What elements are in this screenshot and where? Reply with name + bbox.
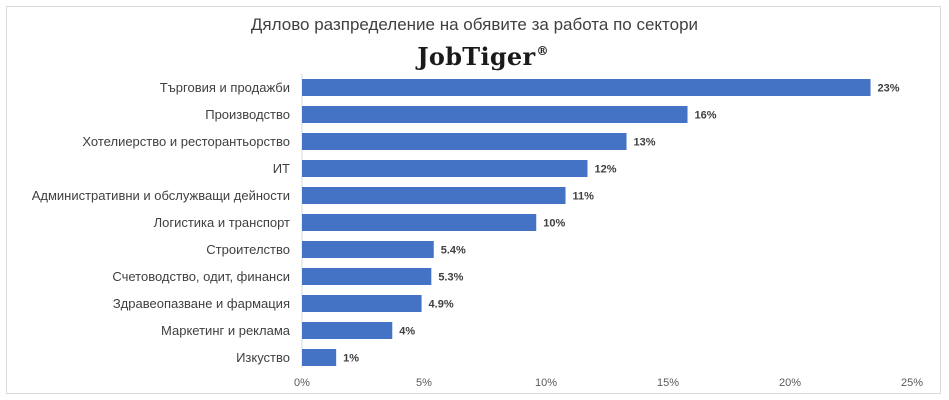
x-tick-label: 25%: [901, 377, 923, 389]
data-label: 11%: [573, 191, 595, 203]
category-label: Счетоводство, одит, финанси: [112, 269, 290, 284]
category-label: Търговия и продажби: [160, 80, 290, 95]
bars-group: [302, 79, 871, 366]
x-tick-label: 15%: [657, 377, 679, 389]
registered-mark: ®: [536, 44, 549, 58]
data-label: 10%: [543, 218, 565, 230]
x-tick-label: 5%: [416, 377, 432, 389]
bar: [302, 295, 422, 312]
bar: [302, 349, 337, 366]
logo-text: JobTiger: [417, 42, 536, 71]
jobtiger-logo: JobTiger®: [0, 42, 949, 71]
data-label: 13%: [634, 137, 656, 149]
bar: [302, 106, 688, 123]
data-label: 4.9%: [429, 299, 454, 311]
chart-title: Дялово разпределение на обявите за работ…: [250, 15, 699, 34]
bar: [302, 268, 432, 285]
category-label: Производство: [205, 107, 290, 122]
category-label: Изкуство: [236, 350, 290, 365]
data-labels: 23% 16% 13% 12% 11% 10% 5.4% 5.3% 4.9% 4% 1%: [343, 83, 900, 365]
x-tick-label: 0%: [294, 377, 310, 389]
data-label: 16%: [695, 110, 717, 122]
bar: [302, 322, 393, 339]
x-tick-label: 20%: [779, 377, 801, 389]
data-label: 12%: [594, 164, 616, 176]
category-label: Строителство: [206, 242, 290, 257]
category-label: Маркетинг и реклама: [161, 323, 291, 338]
category-label: ИТ: [273, 161, 290, 176]
data-label: 5.4%: [441, 245, 466, 257]
bar: [302, 160, 588, 177]
bar: [302, 214, 537, 231]
category-label: Хотелиерство и ресторантьорство: [82, 134, 290, 149]
data-label: 23%: [878, 83, 900, 95]
bar: [302, 187, 566, 204]
category-label: Здравеопазване и фармация: [113, 296, 290, 311]
bar: [302, 241, 434, 258]
data-label: 4%: [399, 326, 415, 338]
data-label: 5.3%: [438, 272, 463, 284]
bar: [302, 79, 871, 96]
category-label: Административни и обслужващи дейности: [32, 188, 290, 203]
category-labels: Търговия и продажби Производство Хотелиерс…: [32, 80, 291, 365]
x-tick-label: 10%: [535, 377, 557, 389]
bar: [302, 133, 627, 150]
x-axis-tick-labels: 0% 5% 10% 15% 20% 25%: [294, 377, 923, 389]
category-label: Логистика и транспорт: [154, 215, 290, 230]
data-label: 1%: [343, 353, 359, 365]
